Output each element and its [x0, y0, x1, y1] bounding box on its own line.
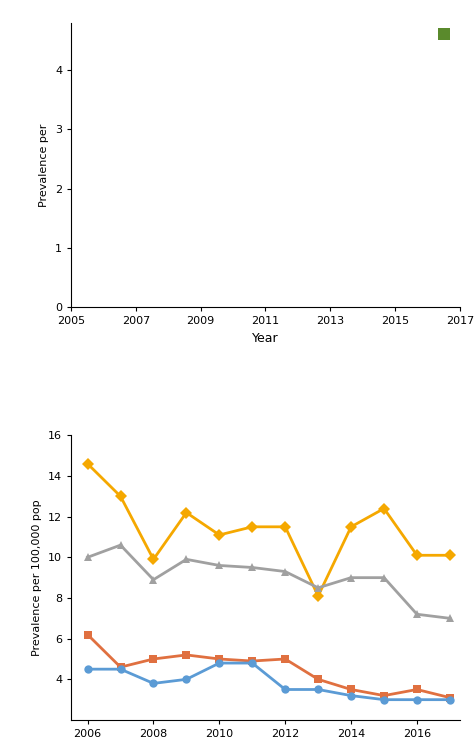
Y-axis label: Prevalence per: Prevalence per: [39, 123, 49, 206]
Y-axis label: Prevalence per 100,000 pop: Prevalence per 100,000 pop: [32, 500, 42, 656]
X-axis label: Year: Year: [252, 332, 279, 345]
